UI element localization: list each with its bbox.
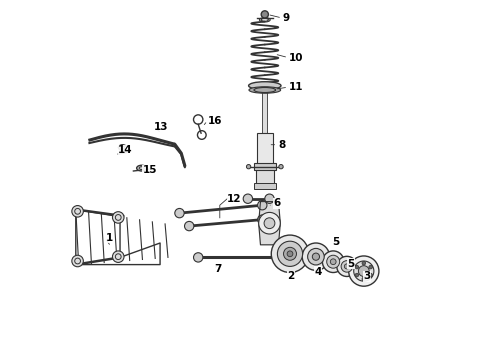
Text: 7: 7 xyxy=(215,264,222,274)
Circle shape xyxy=(259,212,280,234)
Circle shape xyxy=(362,261,366,265)
Circle shape xyxy=(284,247,296,260)
Circle shape xyxy=(265,194,274,203)
Text: 9: 9 xyxy=(283,13,290,23)
Circle shape xyxy=(271,235,309,273)
Circle shape xyxy=(113,212,124,223)
Circle shape xyxy=(72,255,83,267)
Circle shape xyxy=(72,206,83,217)
Circle shape xyxy=(308,248,324,265)
Circle shape xyxy=(341,261,353,272)
Text: 11: 11 xyxy=(289,82,303,92)
Circle shape xyxy=(369,265,372,269)
Circle shape xyxy=(113,251,124,262)
Circle shape xyxy=(258,215,267,224)
Circle shape xyxy=(279,165,283,169)
Circle shape xyxy=(277,241,303,266)
Circle shape xyxy=(355,265,359,269)
Circle shape xyxy=(355,273,359,277)
Circle shape xyxy=(369,273,372,277)
Circle shape xyxy=(261,11,269,18)
Circle shape xyxy=(194,253,203,262)
Circle shape xyxy=(344,264,349,269)
Circle shape xyxy=(246,165,251,169)
Circle shape xyxy=(337,256,357,276)
Text: 6: 6 xyxy=(273,198,280,208)
Ellipse shape xyxy=(249,87,281,93)
Text: 16: 16 xyxy=(208,116,223,126)
Circle shape xyxy=(330,259,336,265)
Text: 15: 15 xyxy=(143,165,157,175)
Bar xyxy=(257,133,273,166)
Text: 10: 10 xyxy=(289,53,303,63)
Text: 8: 8 xyxy=(278,140,285,150)
Circle shape xyxy=(287,251,293,257)
Ellipse shape xyxy=(137,165,147,171)
Circle shape xyxy=(322,251,344,273)
Text: 12: 12 xyxy=(227,194,242,204)
Circle shape xyxy=(175,208,184,218)
Text: 1: 1 xyxy=(105,233,113,243)
Text: 14: 14 xyxy=(118,145,133,156)
Bar xyxy=(254,183,275,189)
Text: 5: 5 xyxy=(347,258,355,269)
Polygon shape xyxy=(259,202,280,245)
Circle shape xyxy=(327,255,340,268)
Text: 3: 3 xyxy=(363,271,370,282)
Circle shape xyxy=(258,201,267,210)
Text: 2: 2 xyxy=(288,271,294,282)
Circle shape xyxy=(185,221,194,231)
Circle shape xyxy=(312,253,319,260)
Bar xyxy=(254,163,275,170)
Circle shape xyxy=(276,253,286,262)
Circle shape xyxy=(354,261,374,281)
Circle shape xyxy=(358,266,369,276)
Ellipse shape xyxy=(248,82,281,90)
Circle shape xyxy=(264,218,275,229)
Bar xyxy=(262,91,268,137)
Circle shape xyxy=(243,194,252,203)
Text: 4: 4 xyxy=(314,267,321,277)
Ellipse shape xyxy=(119,145,126,150)
Text: 5: 5 xyxy=(332,237,340,247)
Bar xyxy=(256,169,274,184)
Circle shape xyxy=(349,256,379,286)
Circle shape xyxy=(302,243,330,270)
Circle shape xyxy=(362,277,366,281)
Text: 13: 13 xyxy=(154,122,169,132)
